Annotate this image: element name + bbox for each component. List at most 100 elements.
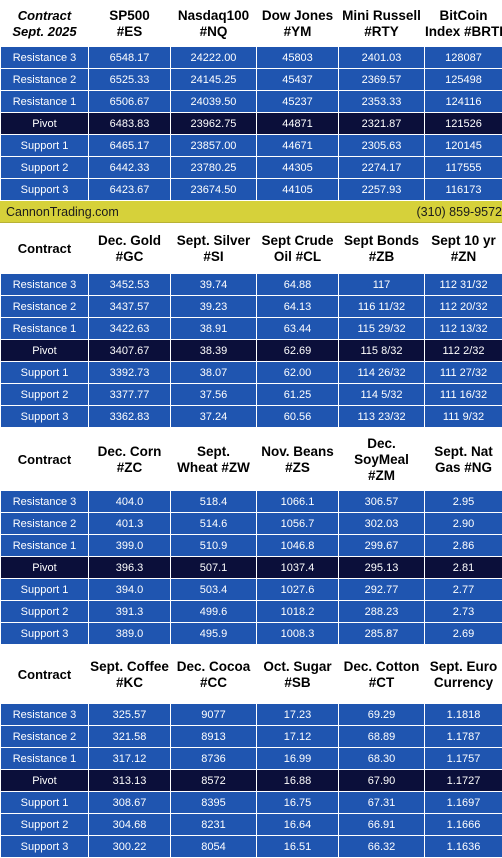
row-label: Support 2 [1,157,89,179]
column-header: Dec. Gold#GC [89,224,171,274]
level-value: 396.3 [89,557,171,579]
column-header-line: Currency [425,675,502,691]
level-value: 503.4 [171,579,257,601]
level-value: 3392.73 [89,362,171,384]
level-value: 44105 [257,179,339,201]
level-value: 8913 [171,726,257,748]
level-value: 16.99 [257,748,339,770]
level-value: 394.0 [89,579,171,601]
contract-header: Contract [1,224,89,274]
level-value: 8395 [171,792,257,814]
level-value: 2257.93 [339,179,425,201]
level-value: 67.90 [339,770,425,792]
level-value: 116 11/32 [339,296,425,318]
column-header-line: Sept. Silver [171,233,256,249]
row-label: Pivot [1,113,89,135]
level-value: 1066.1 [257,491,339,513]
level-value: 45437 [257,69,339,91]
level-value: 23674.50 [171,179,257,201]
column-header-line: Dec. Cocoa [171,659,256,675]
level-value: 6525.33 [89,69,171,91]
level-value: 111 16/32 [425,384,502,406]
column-header-line: Mini Russell [339,8,424,24]
column-header: Oct. Sugar#SB [257,646,339,704]
column-header: Nasdaq100#NQ [171,1,257,47]
column-header-line: Dec. Corn [89,444,170,460]
level-value: 112 2/32 [425,340,502,362]
level-value: 306.57 [339,491,425,513]
level-value: 1008.3 [257,623,339,645]
column-header: Sept. Silver#SI [171,224,257,274]
level-value: 2274.17 [339,157,425,179]
column-header-line: Oct. Sugar [257,659,338,675]
level-value: 16.51 [257,836,339,858]
contract-header-line: Contract [1,241,88,257]
level-value: 16.75 [257,792,339,814]
level-value: 23962.75 [171,113,257,135]
contract-header-line: Contract [1,667,88,683]
level-value: 3362.83 [89,406,171,428]
level-value: 300.22 [89,836,171,858]
column-header-line: BitCoin [425,8,502,24]
level-value: 1.1636 [425,836,502,858]
level-value: 308.67 [89,792,171,814]
row-label: Resistance 1 [1,318,89,340]
column-header-line: Index #BRTI [425,24,502,40]
level-value: 2321.87 [339,113,425,135]
level-value: 125498 [425,69,502,91]
contract-header: Contract [1,429,89,491]
level-value: 8736 [171,748,257,770]
site-name[interactable]: CannonTrading.com [6,205,119,219]
level-value: 66.32 [339,836,425,858]
row-label: Support 3 [1,836,89,858]
row-label: Support 3 [1,623,89,645]
level-value: 2.69 [425,623,502,645]
column-header-line: #GC [89,249,170,265]
level-value: 66.91 [339,814,425,836]
level-value: 399.0 [89,535,171,557]
column-header-line: Nasdaq100 [171,8,256,24]
level-value: 6506.67 [89,91,171,113]
level-value: 38.39 [171,340,257,362]
level-value: 6548.17 [89,47,171,69]
column-header-line: #SB [257,675,338,691]
level-value: 2369.57 [339,69,425,91]
level-value: 325.57 [89,704,171,726]
column-header: Sept.Wheat #ZW [171,429,257,491]
level-value: 2.90 [425,513,502,535]
level-value: 17.23 [257,704,339,726]
column-header: SP500#ES [89,1,171,47]
row-label: Pivot [1,770,89,792]
level-value: 64.13 [257,296,339,318]
row-label: Resistance 3 [1,274,89,296]
level-value: 389.0 [89,623,171,645]
row-label: Resistance 2 [1,69,89,91]
phone-number: (310) 859-9572 [417,205,502,219]
level-value: 16.64 [257,814,339,836]
level-value: 6423.67 [89,179,171,201]
row-label: Resistance 1 [1,748,89,770]
column-header-line: Sept 10 yr [425,233,502,249]
contract-header-line: Sept. 2025 [1,24,88,40]
row-label: Support 1 [1,579,89,601]
level-value: 391.3 [89,601,171,623]
column-header-line: Sept. Nat [425,444,502,460]
level-value: 24039.50 [171,91,257,113]
